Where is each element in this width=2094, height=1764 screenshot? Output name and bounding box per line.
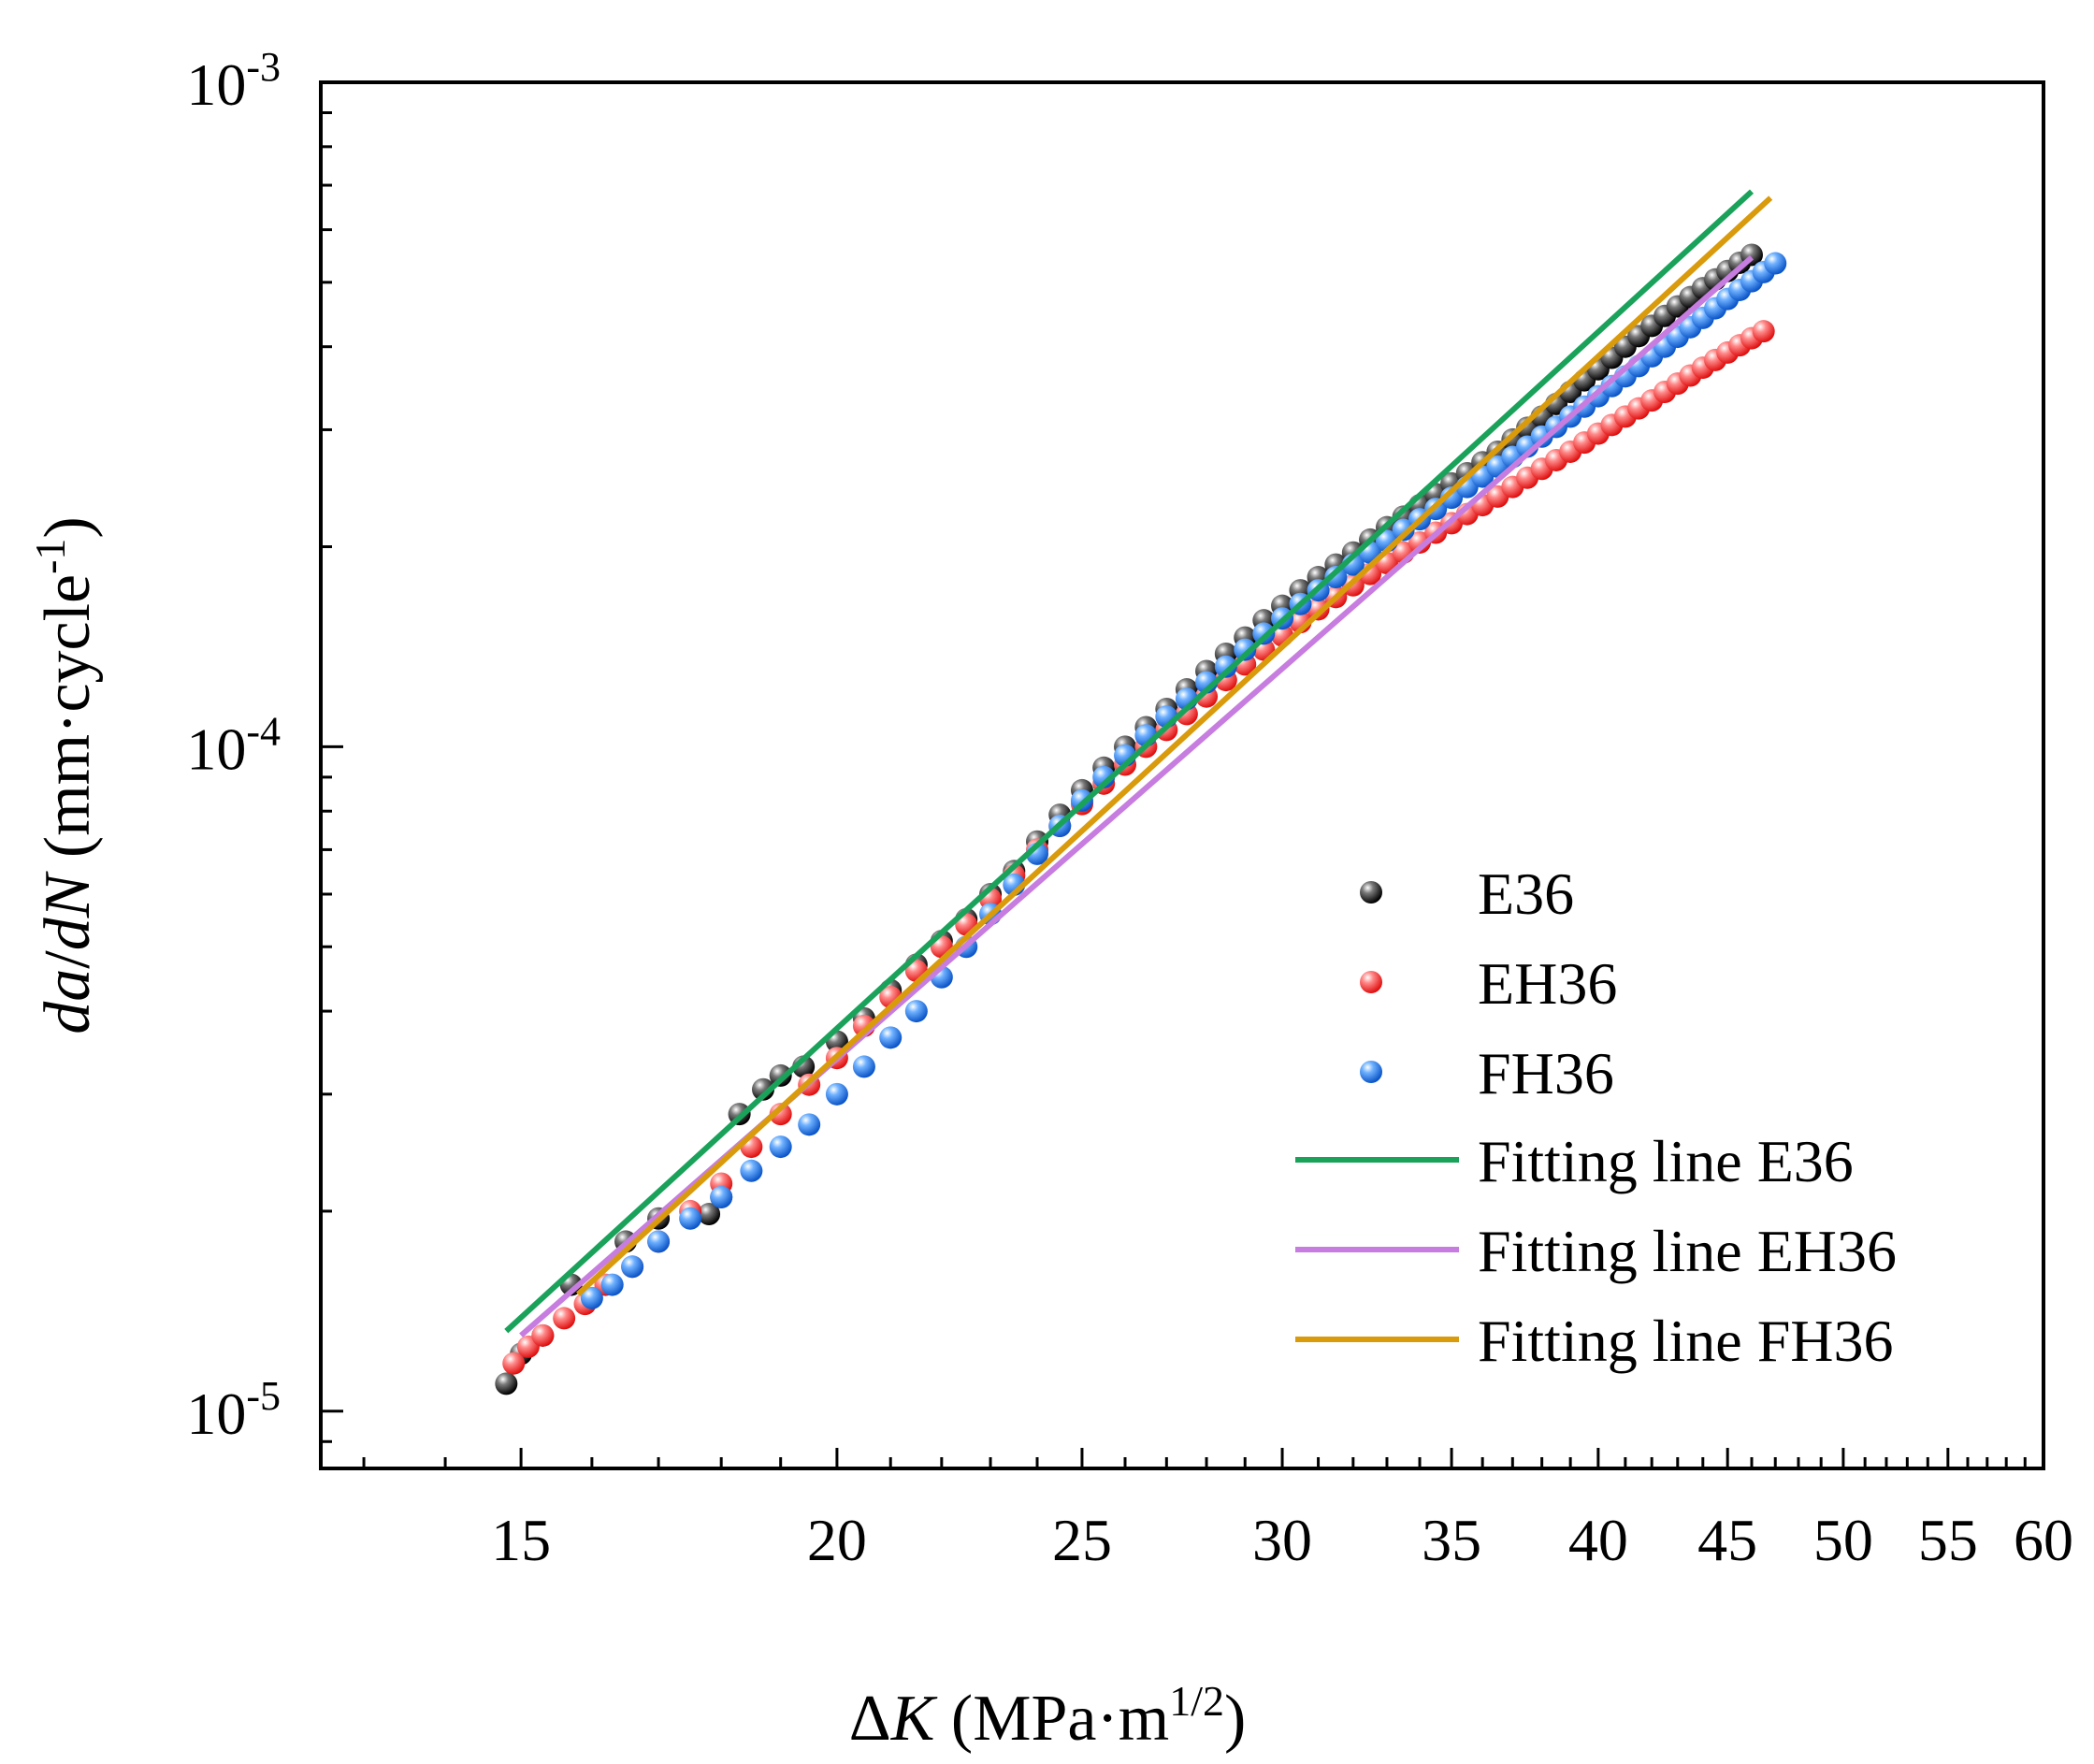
legend-label-fit-eh36: Fitting line EH36 <box>1478 1218 1897 1284</box>
point-fh36 <box>580 1286 603 1309</box>
point-fh36 <box>600 1273 624 1296</box>
point-e36 <box>751 1077 774 1101</box>
legend-item-fit-fh36: Fitting line FH36 <box>1295 1308 1894 1374</box>
x-tick-label: 35 <box>1422 1507 1481 1573</box>
point-fh36 <box>740 1159 763 1182</box>
y-tick-labels: 10-5 10-4 10-3 <box>186 44 281 1447</box>
point-fh36 <box>904 1000 928 1023</box>
point-eh36 <box>553 1307 576 1330</box>
y-axis-title: da/dN (mm·cycle-1) <box>26 516 104 1034</box>
x-tick-label: 45 <box>1697 1507 1757 1573</box>
point-eh36 <box>1752 320 1775 343</box>
point-eh36 <box>1408 530 1432 554</box>
legend-label-fit-fh36: Fitting line FH36 <box>1478 1308 1894 1374</box>
y-tick-label: 10-3 <box>186 44 281 118</box>
legend-label-e36: E36 <box>1478 860 1574 927</box>
point-fh36 <box>710 1185 733 1208</box>
x-tick-label: 55 <box>1918 1507 1978 1573</box>
point-fh36 <box>825 1082 848 1106</box>
legend-marker-e36 <box>1360 881 1382 904</box>
point-e36 <box>769 1063 792 1087</box>
legend-marker-fh36 <box>1360 1061 1382 1083</box>
point-fh36 <box>798 1113 821 1136</box>
point-e36 <box>698 1203 721 1226</box>
point-e36 <box>495 1372 518 1395</box>
legend-label-fit-e36: Fitting line E36 <box>1478 1128 1854 1194</box>
x-tick-label: 60 <box>2014 1507 2073 1573</box>
x-tick-label: 20 <box>807 1507 867 1573</box>
legend-item-fit-e36: Fitting line E36 <box>1295 1128 1854 1194</box>
point-fh36 <box>852 1055 875 1078</box>
x-tick-label: 30 <box>1252 1507 1312 1573</box>
legend-label-eh36: EH36 <box>1478 950 1617 1017</box>
point-eh36 <box>1307 598 1330 621</box>
point-fh36 <box>1214 655 1237 678</box>
point-fh36 <box>679 1207 702 1230</box>
point-fh36 <box>647 1230 671 1253</box>
y-tick-label: 10-5 <box>186 1373 281 1447</box>
point-fh36 <box>1234 638 1257 661</box>
x-axis-title: ΔK (MPa·m1/2) <box>849 1677 1247 1755</box>
point-fh36 <box>879 1026 903 1049</box>
point-eh36 <box>769 1103 792 1126</box>
legend: E36 EH36 FH36 Fitting line E36 Fitting l… <box>1295 860 1897 1374</box>
legend-item-eh36: EH36 <box>1360 950 1617 1017</box>
legend-item-fit-eh36: Fitting line EH36 <box>1295 1218 1897 1284</box>
legend-marker-eh36 <box>1360 971 1382 993</box>
x-tick-label: 15 <box>491 1507 551 1573</box>
legend-item-fh36: FH36 <box>1360 1040 1614 1106</box>
point-fh36 <box>621 1255 644 1279</box>
y-tick-label: 10-4 <box>186 708 281 782</box>
point-fh36 <box>1764 252 1787 275</box>
plot-frame <box>319 80 2045 1470</box>
x-tick-label: 40 <box>1568 1507 1628 1573</box>
legend-label-fh36: FH36 <box>1478 1040 1614 1106</box>
point-fh36 <box>1324 566 1348 589</box>
fitting-lines <box>504 189 1773 1338</box>
x-tick-label: 25 <box>1052 1507 1112 1573</box>
point-eh36 <box>502 1352 526 1375</box>
line-fitting-line-fh36 <box>576 195 1773 1296</box>
x-tick-label: 50 <box>1813 1507 1873 1573</box>
point-fh36 <box>769 1135 792 1159</box>
legend-item-e36: E36 <box>1360 860 1574 927</box>
point-eh36 <box>531 1323 555 1347</box>
point-fh36 <box>1392 518 1415 542</box>
x-tick-labels: 15 20 25 30 35 40 45 50 55 60 <box>491 1507 2073 1573</box>
line-fitting-line-e36 <box>504 189 1755 1334</box>
